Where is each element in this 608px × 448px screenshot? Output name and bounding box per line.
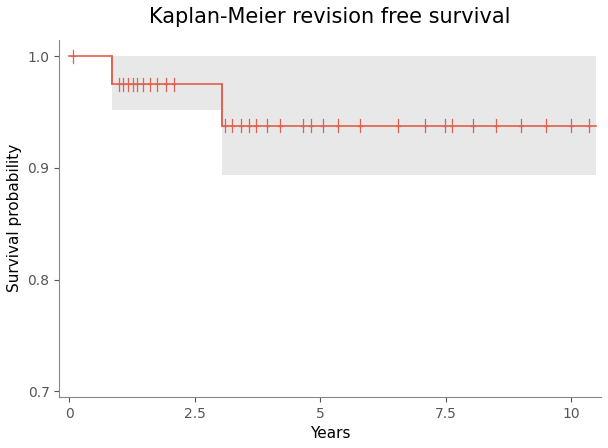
X-axis label: Years: Years — [310, 426, 350, 441]
Title: Kaplan-Meier revision free survival: Kaplan-Meier revision free survival — [150, 7, 511, 27]
Y-axis label: Survival probability: Survival probability — [7, 144, 22, 292]
